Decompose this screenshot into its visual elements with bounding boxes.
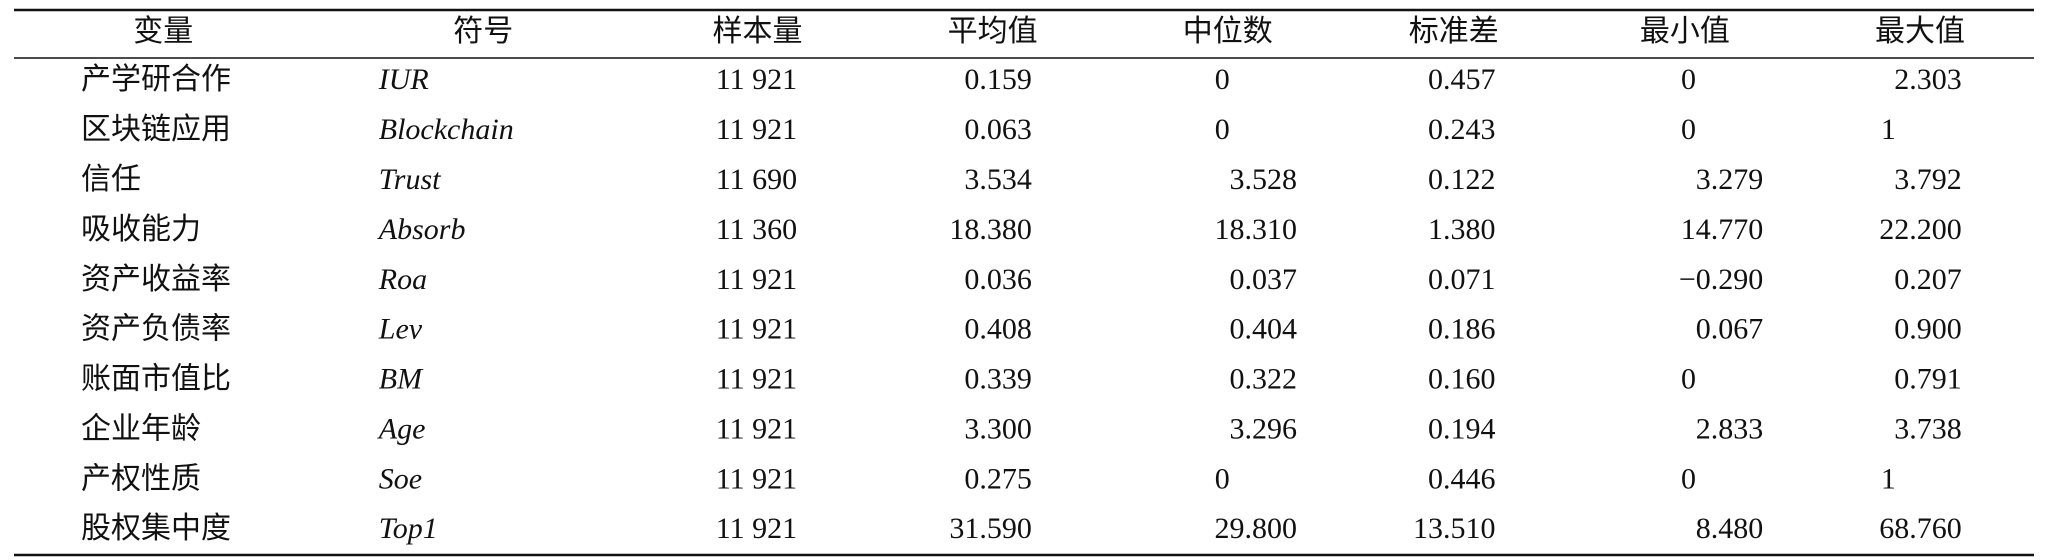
stat-value: 0.122 [1428,163,1496,196]
variable-name: 信任 [81,163,141,196]
stat-value: 3.738 [1894,412,1962,445]
stat-value: 1 [1881,113,1896,146]
stat-value: 11 921 [716,263,797,296]
stat-value: 11 921 [716,63,797,96]
stat-value: 0 [1681,363,1696,396]
stat-value: 31.590 [949,512,1032,545]
stat-value: 3.528 [1229,163,1297,196]
stat-value: 0.322 [1229,363,1297,396]
stat-value: 0.071 [1428,263,1496,296]
stat-value: 0.408 [964,313,1032,346]
stat-value: 3.296 [1229,412,1297,445]
symbol: Lev [378,313,423,346]
stat-value: 13.510 [1413,512,1496,545]
stat-value: 0.037 [1229,263,1297,296]
variable-name: 股权集中度 [81,512,231,545]
header-cell: 中位数 [1183,15,1273,48]
stat-value: 11 921 [716,512,797,545]
symbol: BM [379,363,424,396]
stat-value: 0 [1681,113,1696,146]
stat-value: 0.446 [1428,462,1496,495]
symbol: Soe [379,462,422,495]
stat-value: 0.275 [964,462,1032,495]
variable-name: 企业年龄 [81,412,201,445]
stat-value: 1 [1881,462,1896,495]
stat-value: 0.194 [1428,412,1496,445]
variable-name: 账面市值比 [81,363,231,396]
header-cell: 符号 [453,15,513,48]
variable-name: 区块链应用 [81,113,231,146]
header-cell: 平均值 [948,15,1038,48]
variable-name: 吸收能力 [81,213,201,246]
stat-value: 11 921 [716,113,797,146]
stat-value: 11 690 [716,163,797,196]
stat-value: 0 [1215,63,1230,96]
symbol: IUR [378,63,429,96]
stat-value: 3.279 [1696,163,1764,196]
header-cell: 变量 [133,15,193,48]
variable-name: 产权性质 [81,462,201,495]
stat-value: 0.339 [964,363,1032,396]
stat-value: 0.036 [964,263,1032,296]
stat-value: 1.380 [1428,213,1496,246]
stat-value: 0 [1681,462,1696,495]
header-cell: 最大值 [1875,15,1965,48]
symbol: Absorb [377,213,466,246]
header-cell: 标准差 [1409,15,1499,48]
stat-value: 11 921 [716,462,797,495]
stat-value: 0.243 [1428,113,1496,146]
stat-value: 68.760 [1879,512,1962,545]
stat-value: 22.200 [1879,213,1962,246]
stat-value: 0 [1215,462,1230,495]
stat-value: 11 921 [716,363,797,396]
stat-value: 0.791 [1894,363,1962,396]
stat-value: 0.457 [1428,63,1496,96]
stat-value: 0.404 [1229,313,1297,346]
header-cell: 最小值 [1640,15,1730,48]
stat-value: 3.792 [1894,163,1962,196]
stat-value: 11 921 [716,412,797,445]
stat-value: 18.310 [1214,213,1297,246]
symbol: Roa [378,263,427,296]
stat-value: 3.534 [964,163,1032,196]
stat-value: 11 921 [716,313,797,346]
stat-value: 0 [1681,63,1696,96]
stat-value: 3.300 [964,412,1032,445]
stat-value: 0 [1215,113,1230,146]
symbol: Top1 [379,512,438,545]
stat-value: 29.800 [1214,512,1297,545]
stat-value: 0.900 [1894,313,1962,346]
stat-value: 0.207 [1894,263,1962,296]
stat-value: 0.067 [1696,313,1764,346]
symbol: Blockchain [379,113,514,146]
stat-value: −0.290 [1679,263,1763,296]
variable-name: 资产负债率 [81,313,231,346]
stat-value: 2.303 [1894,63,1962,96]
stat-value: 0.159 [964,63,1032,96]
stat-value: 14.770 [1681,213,1764,246]
variable-name: 产学研合作 [81,63,231,96]
stat-value: 11 360 [716,213,797,246]
stat-value: 0.186 [1428,313,1496,346]
stat-value: 18.380 [949,213,1032,246]
stat-value: 8.480 [1696,512,1764,545]
stat-value: 0.160 [1428,363,1496,396]
header-cell: 样本量 [713,15,803,48]
symbol: Age [377,412,426,445]
variable-name: 资产收益率 [81,263,231,296]
stat-value: 2.833 [1696,412,1764,445]
stat-value: 0.063 [964,113,1032,146]
symbol: Trust [379,163,441,196]
